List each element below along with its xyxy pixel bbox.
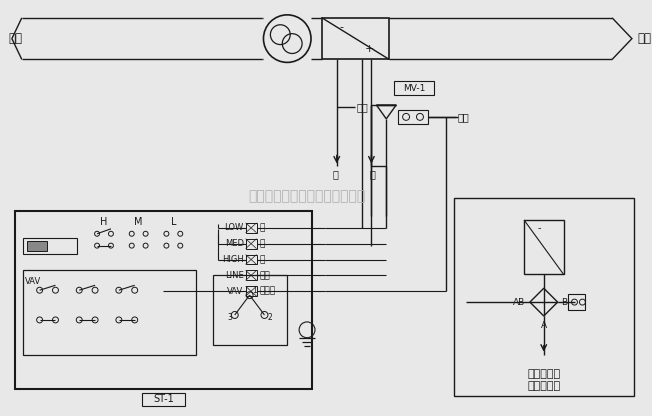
Bar — [23, 270, 196, 354]
Text: 低: 低 — [259, 223, 265, 232]
Text: 送风: 送风 — [638, 32, 652, 45]
Text: L: L — [171, 217, 176, 227]
Text: HIGH: HIGH — [222, 255, 244, 264]
Text: +: + — [364, 45, 374, 54]
Bar — [246, 239, 256, 249]
Bar — [27, 241, 46, 250]
Text: 管路连接图: 管路连接图 — [527, 381, 560, 391]
Bar — [322, 18, 389, 59]
Text: VAV: VAV — [25, 277, 41, 286]
Text: M: M — [134, 217, 143, 227]
Text: 永嘉县宏大电磁阀制造有限公司: 永嘉县宏大电磁阀制造有限公司 — [248, 189, 366, 203]
Text: AB: AB — [512, 297, 525, 307]
Text: MED: MED — [225, 239, 244, 248]
Text: VAV: VAV — [228, 287, 244, 296]
Bar — [15, 211, 312, 389]
Bar — [454, 198, 634, 396]
Text: 水: 水 — [370, 169, 376, 179]
Bar — [141, 393, 185, 406]
Text: 火线: 火线 — [259, 271, 271, 280]
Bar — [246, 255, 256, 265]
Text: 电控阀: 电控阀 — [259, 287, 276, 296]
Text: 零线: 零线 — [458, 112, 469, 122]
Text: -: - — [340, 22, 344, 32]
Text: A: A — [541, 321, 547, 330]
Text: B: B — [561, 297, 568, 307]
Text: ST-1: ST-1 — [153, 394, 174, 404]
Bar — [23, 238, 77, 254]
Text: 2: 2 — [267, 313, 272, 322]
Bar — [524, 220, 563, 275]
Bar — [394, 81, 434, 95]
Bar — [246, 270, 256, 280]
Text: H: H — [100, 217, 108, 227]
Bar — [567, 294, 585, 310]
Text: 水: 水 — [333, 169, 338, 179]
Bar — [246, 223, 256, 233]
Text: 3: 3 — [228, 313, 232, 322]
Text: 三通电动阀: 三通电动阀 — [527, 369, 560, 379]
Text: 1: 1 — [252, 286, 257, 295]
Text: LOW: LOW — [224, 223, 244, 232]
Text: -: - — [537, 223, 541, 233]
Text: 零线: 零线 — [357, 102, 368, 112]
Text: LINE: LINE — [225, 271, 244, 280]
Bar — [246, 286, 256, 296]
Text: 回风: 回风 — [8, 32, 22, 45]
Text: 高: 高 — [259, 255, 265, 264]
Text: 中: 中 — [259, 239, 265, 248]
Text: MV-1: MV-1 — [403, 84, 425, 93]
Bar — [213, 275, 288, 345]
Bar — [398, 110, 428, 124]
